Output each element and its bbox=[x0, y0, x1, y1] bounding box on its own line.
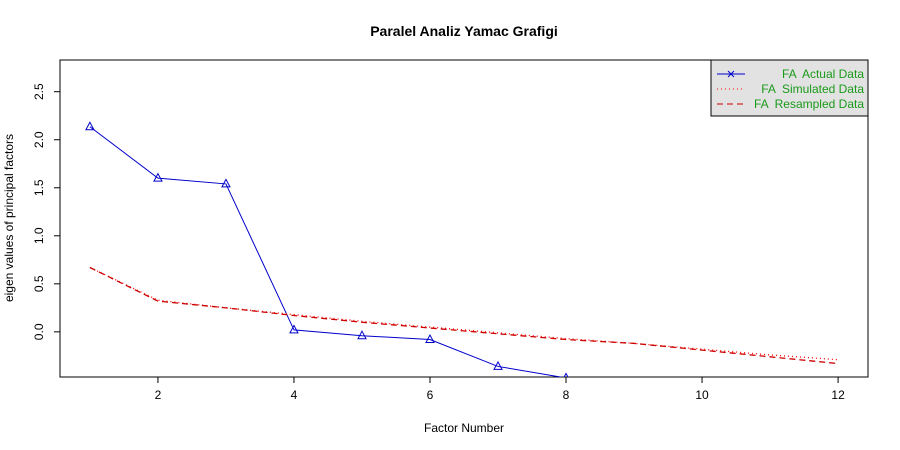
x-tick-label: 8 bbox=[563, 388, 570, 402]
point-marker bbox=[153, 172, 163, 182]
x-tick-label: 12 bbox=[831, 388, 845, 402]
point-marker bbox=[85, 121, 95, 131]
point-marker bbox=[357, 330, 367, 340]
legend-label: FA Actual Data bbox=[782, 67, 864, 81]
legend-label: FA Resampled Data bbox=[754, 97, 864, 111]
x-tick-label: 4 bbox=[291, 388, 298, 402]
series-line bbox=[89, 126, 564, 377]
series-line bbox=[89, 266, 839, 365]
series-line bbox=[89, 266, 839, 361]
plot-area bbox=[85, 121, 839, 377]
y-tick-label: 1.0 bbox=[32, 227, 46, 244]
x-tick-label: 2 bbox=[155, 388, 162, 402]
point-marker bbox=[221, 178, 231, 188]
point-marker bbox=[425, 333, 435, 344]
y-tick-label: 2.0 bbox=[32, 131, 46, 148]
x-axis-title: Factor Number bbox=[424, 421, 504, 435]
y-tick-label: 1.5 bbox=[32, 179, 46, 196]
x-tick-label: 6 bbox=[427, 388, 434, 402]
chart-title: Paralel Analiz Yamac Grafigi bbox=[370, 23, 558, 39]
y-tick-label: 2.5 bbox=[32, 83, 46, 100]
legend-marker bbox=[727, 70, 735, 78]
point-marker bbox=[289, 324, 299, 334]
x-tick-label: 10 bbox=[695, 388, 709, 402]
point-marker bbox=[493, 360, 503, 370]
y-axis-title: eigen values of principal factors bbox=[2, 134, 16, 302]
legend-box bbox=[710, 59, 869, 117]
y-tick-label: 0.5 bbox=[32, 275, 46, 292]
legend-label: FA Simulated Data bbox=[761, 82, 864, 96]
y-tick-label: 0.0 bbox=[32, 323, 46, 340]
